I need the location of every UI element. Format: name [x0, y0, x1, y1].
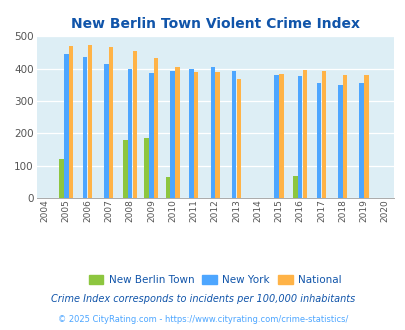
Bar: [87, 45, 92, 198]
Bar: [342, 75, 347, 198]
Bar: [132, 51, 137, 198]
Bar: [215, 72, 219, 198]
Bar: [68, 46, 73, 198]
Bar: [321, 71, 325, 198]
Bar: [358, 82, 363, 198]
Bar: [210, 67, 215, 198]
Bar: [302, 70, 307, 198]
Bar: [278, 74, 283, 198]
Text: © 2025 CityRating.com - https://www.cityrating.com/crime-statistics/: © 2025 CityRating.com - https://www.city…: [58, 315, 347, 324]
Bar: [123, 140, 127, 198]
Bar: [149, 73, 153, 198]
Title: New Berlin Town Violent Crime Index: New Berlin Town Violent Crime Index: [70, 17, 359, 31]
Bar: [316, 82, 321, 198]
Bar: [292, 176, 297, 198]
Bar: [144, 138, 149, 198]
Legend: New Berlin Town, New York, National: New Berlin Town, New York, National: [84, 271, 345, 289]
Bar: [297, 76, 302, 198]
Bar: [337, 85, 342, 198]
Bar: [231, 71, 236, 198]
Bar: [170, 71, 175, 198]
Bar: [153, 58, 158, 198]
Bar: [363, 76, 368, 198]
Text: Crime Index corresponds to incidents per 100,000 inhabitants: Crime Index corresponds to incidents per…: [51, 294, 354, 304]
Bar: [165, 177, 170, 198]
Bar: [175, 67, 179, 198]
Bar: [128, 69, 132, 198]
Bar: [236, 79, 241, 198]
Bar: [274, 75, 278, 198]
Bar: [59, 158, 64, 198]
Bar: [189, 69, 193, 198]
Bar: [83, 57, 87, 198]
Bar: [194, 72, 198, 198]
Bar: [109, 47, 113, 198]
Bar: [104, 64, 109, 198]
Bar: [64, 54, 68, 198]
